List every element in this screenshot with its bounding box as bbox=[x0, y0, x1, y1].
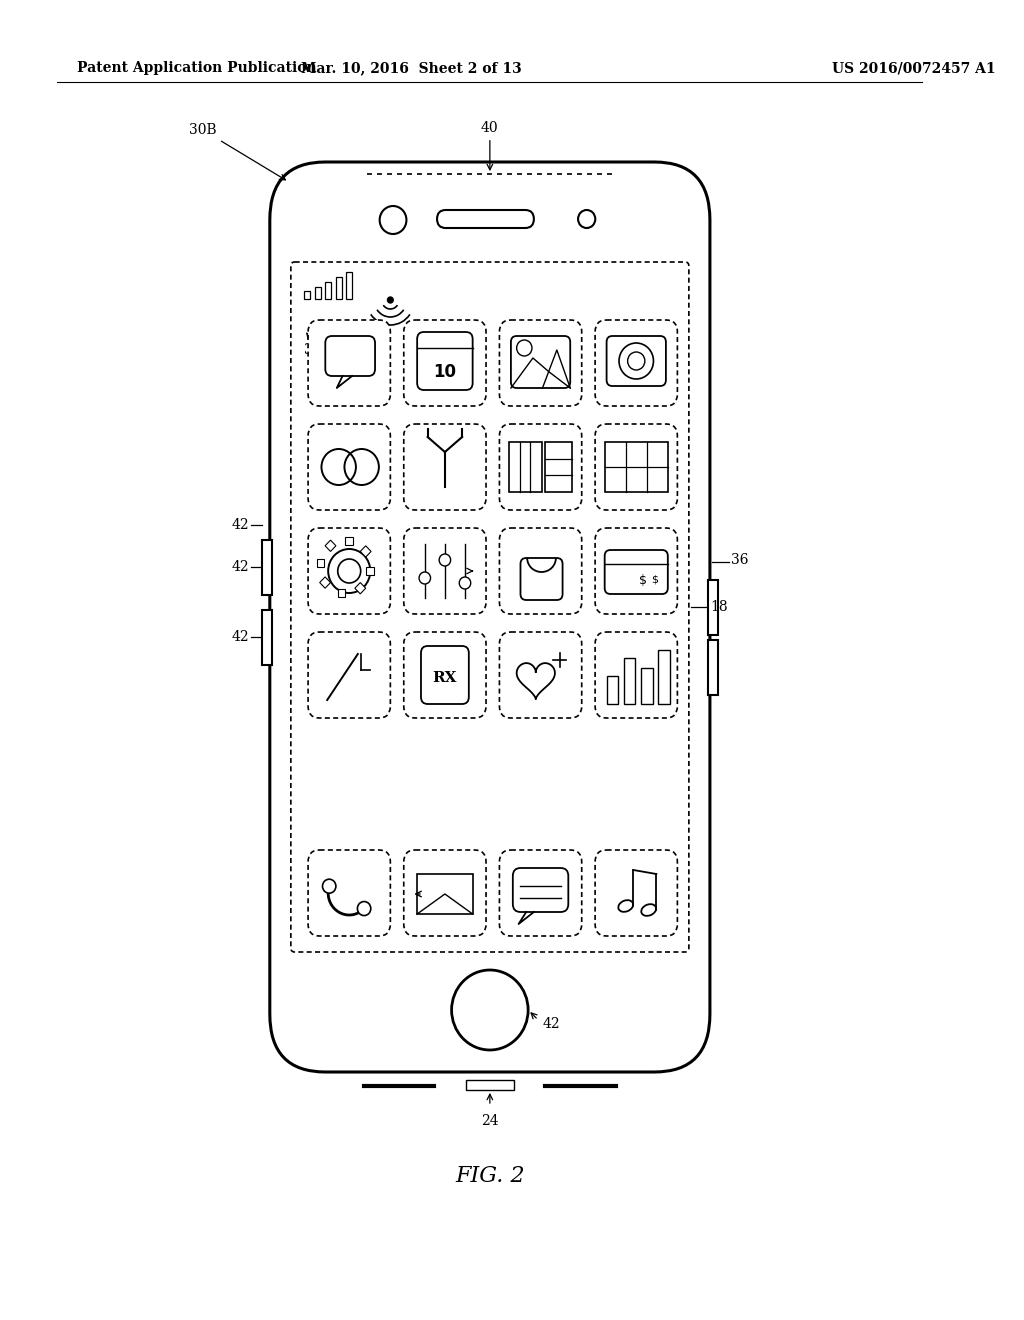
Bar bbox=[326, 282, 331, 300]
Bar bbox=[624, 657, 635, 704]
FancyBboxPatch shape bbox=[403, 424, 486, 510]
Bar bbox=[360, 545, 371, 557]
Bar bbox=[304, 290, 310, 300]
Circle shape bbox=[357, 902, 371, 916]
Text: 24: 24 bbox=[481, 1114, 499, 1129]
Text: 39: 39 bbox=[304, 343, 322, 356]
Text: FIG. 2: FIG. 2 bbox=[455, 1166, 524, 1187]
Bar bbox=[605, 442, 668, 492]
Circle shape bbox=[459, 577, 471, 589]
Text: 42: 42 bbox=[543, 1016, 560, 1031]
Text: 18: 18 bbox=[710, 601, 727, 614]
Bar bbox=[708, 579, 718, 635]
FancyBboxPatch shape bbox=[269, 162, 710, 1072]
FancyBboxPatch shape bbox=[513, 869, 568, 912]
FancyBboxPatch shape bbox=[308, 424, 390, 510]
Circle shape bbox=[419, 572, 430, 583]
Text: 36: 36 bbox=[731, 553, 749, 568]
FancyBboxPatch shape bbox=[500, 632, 582, 718]
FancyBboxPatch shape bbox=[403, 528, 486, 614]
Text: $: $ bbox=[651, 576, 658, 585]
Bar bbox=[466, 1080, 514, 1090]
FancyBboxPatch shape bbox=[500, 850, 582, 936]
FancyBboxPatch shape bbox=[595, 319, 678, 407]
FancyBboxPatch shape bbox=[403, 632, 486, 718]
Circle shape bbox=[387, 297, 393, 304]
Bar bbox=[606, 676, 618, 704]
Circle shape bbox=[323, 879, 336, 894]
Text: 10: 10 bbox=[433, 363, 457, 381]
Bar bbox=[338, 589, 345, 597]
FancyBboxPatch shape bbox=[500, 319, 582, 407]
Bar bbox=[336, 277, 342, 300]
Text: Patent Application Publication: Patent Application Publication bbox=[77, 61, 316, 75]
FancyBboxPatch shape bbox=[437, 210, 534, 228]
FancyBboxPatch shape bbox=[595, 850, 678, 936]
Bar bbox=[319, 577, 331, 589]
Circle shape bbox=[452, 970, 528, 1049]
Circle shape bbox=[579, 210, 595, 228]
Circle shape bbox=[380, 206, 407, 234]
Bar bbox=[658, 649, 670, 704]
Text: 42: 42 bbox=[231, 560, 249, 574]
Bar bbox=[345, 537, 353, 545]
Bar bbox=[316, 558, 325, 568]
Text: Mar. 10, 2016  Sheet 2 of 13: Mar. 10, 2016 Sheet 2 of 13 bbox=[301, 61, 522, 75]
Text: $: $ bbox=[639, 573, 647, 586]
Bar bbox=[325, 540, 336, 552]
Bar bbox=[355, 582, 366, 594]
FancyBboxPatch shape bbox=[595, 632, 678, 718]
FancyBboxPatch shape bbox=[403, 850, 486, 936]
Text: 40: 40 bbox=[481, 121, 499, 170]
Bar bbox=[417, 874, 473, 913]
FancyBboxPatch shape bbox=[500, 528, 582, 614]
Text: RX: RX bbox=[433, 671, 457, 685]
FancyBboxPatch shape bbox=[308, 319, 390, 407]
Bar bbox=[708, 640, 718, 696]
Bar bbox=[546, 442, 572, 492]
FancyBboxPatch shape bbox=[500, 424, 582, 510]
FancyBboxPatch shape bbox=[308, 632, 390, 718]
Circle shape bbox=[439, 554, 451, 566]
FancyBboxPatch shape bbox=[595, 528, 678, 614]
Text: 30B: 30B bbox=[189, 123, 286, 180]
FancyBboxPatch shape bbox=[595, 424, 678, 510]
Text: 42: 42 bbox=[231, 517, 249, 532]
Text: 42: 42 bbox=[231, 630, 249, 644]
Bar bbox=[262, 540, 271, 595]
FancyBboxPatch shape bbox=[403, 319, 486, 407]
Bar bbox=[262, 610, 271, 665]
FancyBboxPatch shape bbox=[308, 850, 390, 936]
Bar bbox=[367, 568, 374, 576]
FancyBboxPatch shape bbox=[291, 261, 689, 952]
FancyBboxPatch shape bbox=[308, 528, 390, 614]
Bar bbox=[346, 272, 352, 300]
Bar bbox=[641, 668, 652, 704]
Bar bbox=[509, 442, 542, 492]
Bar bbox=[314, 286, 321, 300]
Text: US 2016/0072457 A1: US 2016/0072457 A1 bbox=[833, 61, 996, 75]
